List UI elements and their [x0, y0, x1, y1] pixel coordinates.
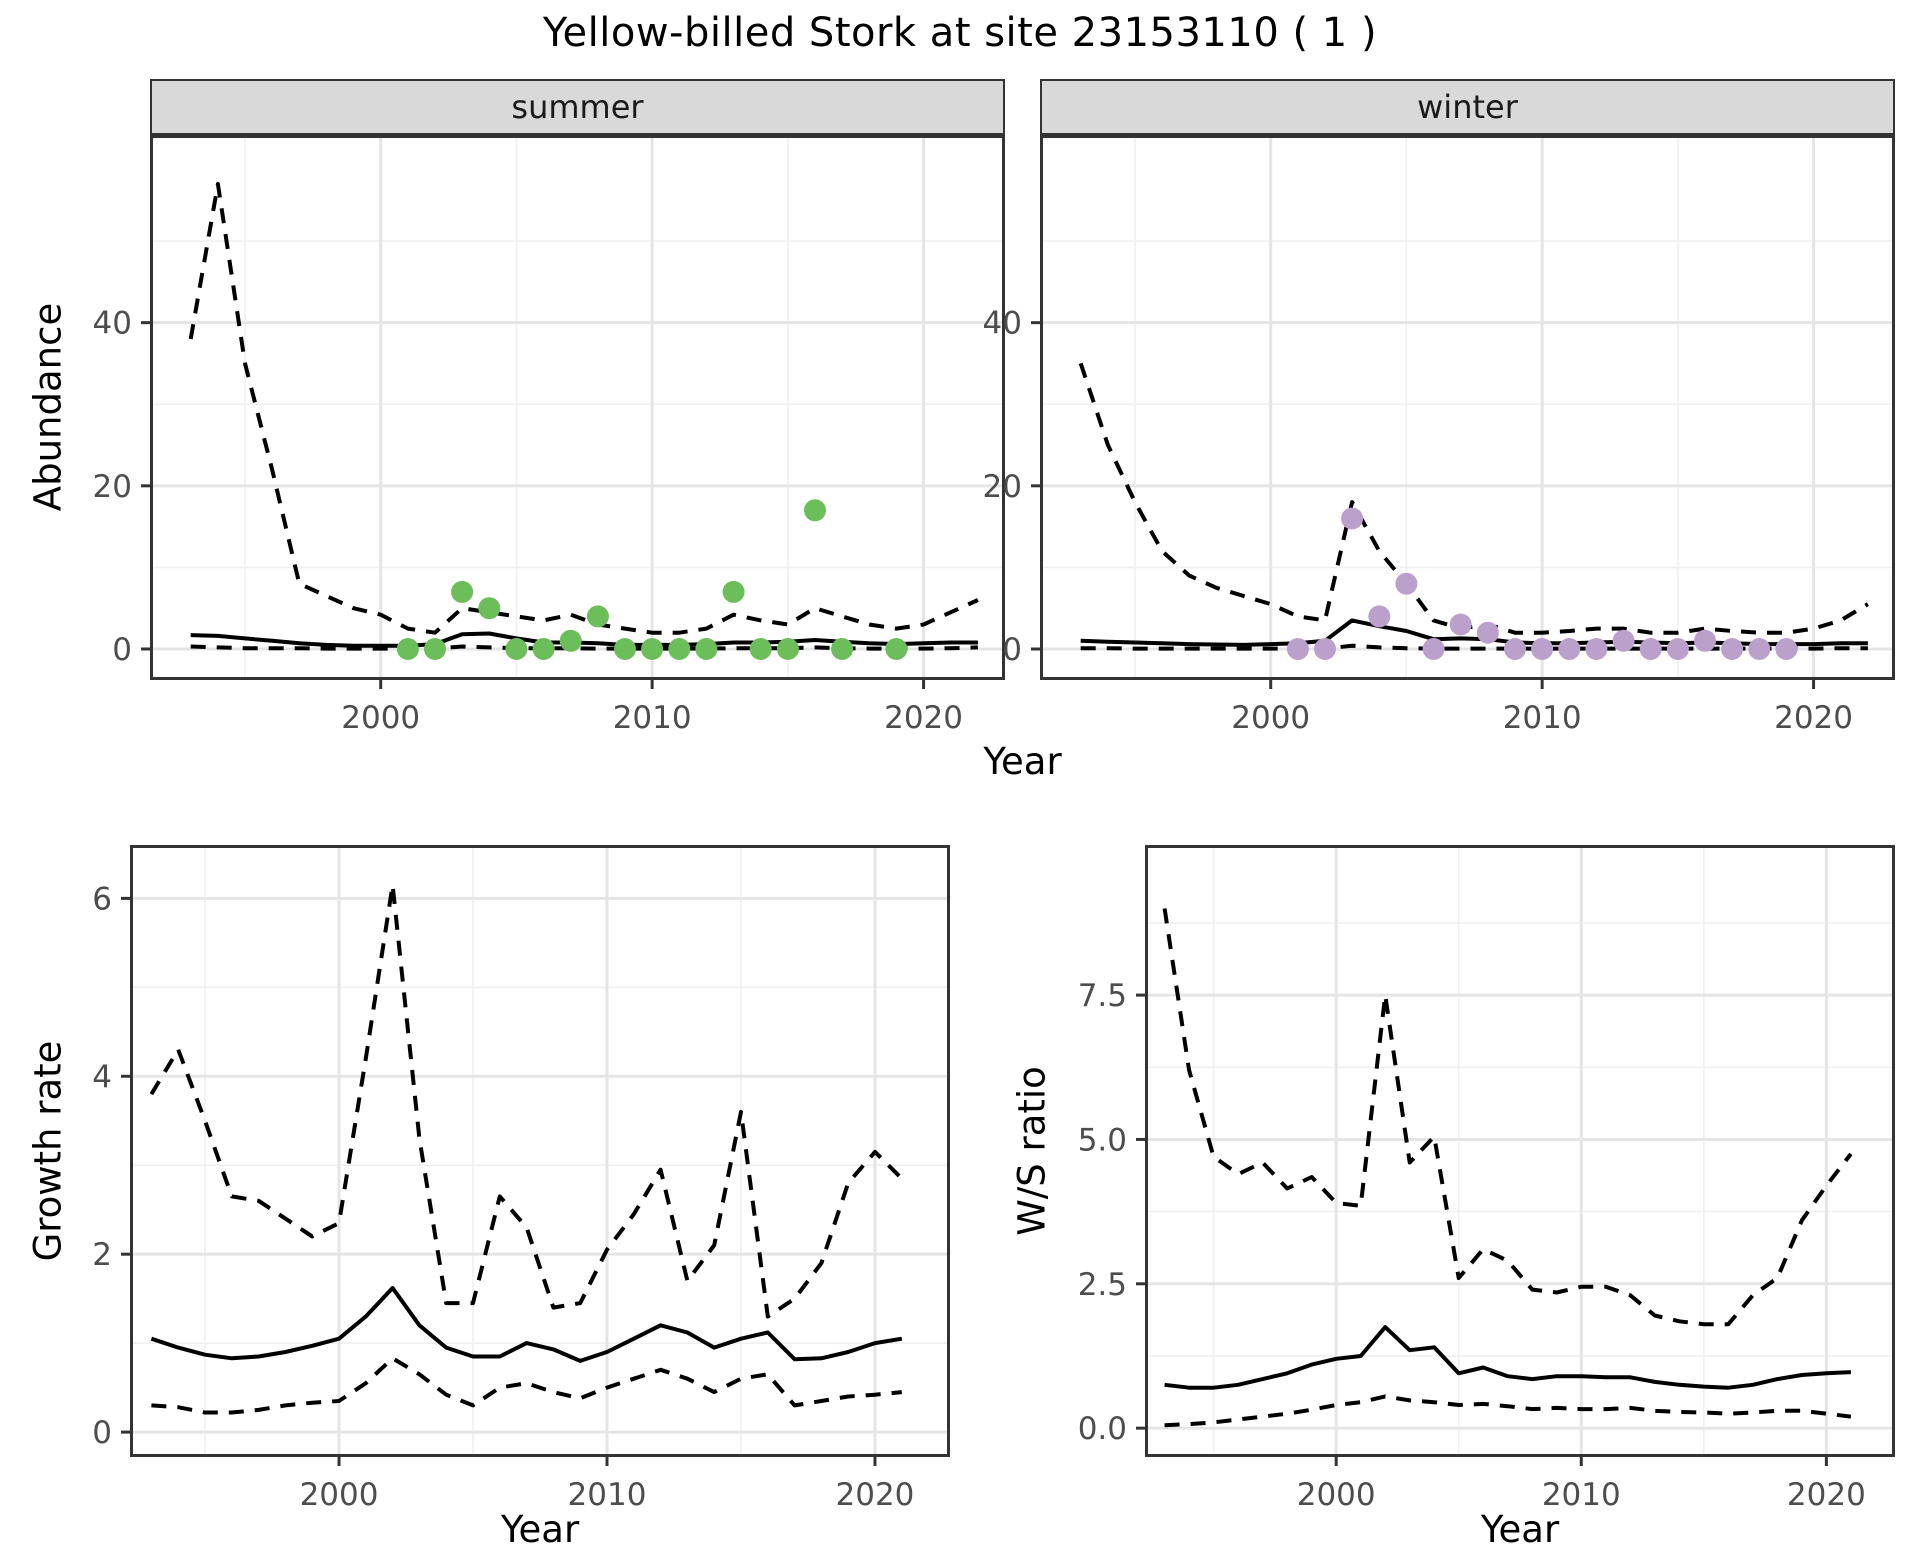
observed-counts-winter-point: [1368, 605, 1391, 628]
observed-counts-winter-point: [1585, 638, 1608, 660]
observed-counts-summer-point: [722, 580, 745, 603]
top-x-axis-title: Year: [983, 740, 1062, 783]
observed-counts-winter-point: [1531, 638, 1554, 660]
observed-counts-summer-point: [532, 638, 555, 660]
panel-background: [150, 135, 1005, 680]
panel-border: [1040, 135, 1895, 680]
series-lower_ci: [151, 1356, 902, 1415]
y-tick-label: 20: [93, 469, 132, 505]
observed-counts-winter-point: [1395, 572, 1418, 595]
series-lower_ci: [1164, 1394, 1852, 1428]
abundance-axis-title: Abundance: [26, 302, 70, 512]
observed-counts-winter-point: [1504, 638, 1526, 660]
x-tick-label: 2010: [1503, 700, 1582, 736]
observed-counts-summer-point: [586, 605, 609, 628]
observed-counts-summer-point: [559, 629, 582, 652]
observed-counts-winter-point: [1748, 638, 1771, 660]
series-upper_ci: [1078, 362, 1869, 635]
x-tick-label: 2010: [613, 700, 692, 736]
observed-counts-winter-point: [1694, 629, 1716, 652]
x-tick-label: 2010: [568, 1477, 647, 1513]
x-tick-label: 2000: [300, 1477, 379, 1513]
series-median: [150, 1286, 903, 1363]
observed-counts-winter-point: [1286, 638, 1309, 660]
observed-counts-summer-point: [749, 638, 772, 660]
x-tick-label: 2020: [836, 1477, 915, 1513]
y-tick-label: 0: [1002, 632, 1022, 668]
observed-counts-summer-point: [776, 638, 799, 660]
x-tick-label: 2000: [341, 700, 420, 736]
panel-abundance-summer: 2000 2010 2020 0 20 40: [93, 135, 1005, 736]
y-tick-label: 6: [92, 881, 112, 917]
observed-counts-winter-point: [1775, 638, 1798, 660]
observed-counts-summer-point: [831, 638, 854, 660]
panel-border: [1145, 845, 1895, 1457]
growth-rate-x-axis-title: Year: [500, 1508, 580, 1551]
y-tick-label: 2: [92, 1237, 112, 1273]
panel-abundance-winter: 2000 2010 2020 0 20 40: [983, 135, 1895, 736]
chart-title: Yellow-billed Stork at site 23153110 ( 1…: [542, 10, 1378, 56]
observed-counts-winter-point: [1314, 638, 1336, 660]
x-tick-label: 2010: [1542, 1477, 1621, 1513]
series-median: [1164, 1325, 1851, 1390]
facet-strip-winter: winter: [1040, 79, 1895, 135]
facet-strip-summer: summer: [150, 79, 1005, 135]
y-tick-label: 5.0: [1078, 1122, 1127, 1158]
x-tick-label: 2000: [1297, 1477, 1376, 1513]
panel-border: [130, 845, 950, 1457]
observed-counts-summer-point: [396, 638, 419, 660]
observed-counts-summer-point: [478, 597, 501, 620]
y-tick-label: 0: [92, 1415, 112, 1451]
observed-counts-summer-point: [424, 638, 446, 660]
observed-counts-summer-point: [804, 499, 826, 522]
panel-background: [1040, 135, 1895, 680]
observed-counts-winter-point: [1666, 638, 1689, 660]
observed-counts-summer-point: [695, 638, 718, 660]
y-tick-label: 40: [93, 306, 132, 342]
observed-counts-summer-point: [505, 638, 528, 660]
observed-counts-summer-point: [668, 638, 691, 660]
panel-ws-ratio: 2000 2010 2020 0.0 2.5 5.0 7.5: [1078, 845, 1895, 1513]
y-tick-label: 0.0: [1078, 1411, 1127, 1447]
observed-counts-winter-point: [1449, 613, 1472, 636]
facet-strip-summer-label: summer: [511, 88, 644, 126]
ws-ratio-x-axis-title: Year: [1480, 1508, 1560, 1551]
x-tick-label: 2020: [1787, 1477, 1866, 1513]
observed-counts-winter-point: [1721, 638, 1744, 660]
y-tick-label: 20: [983, 469, 1022, 505]
y-tick-label: 0: [112, 632, 132, 668]
observed-counts-winter-point: [1476, 621, 1499, 644]
panel-background: [130, 845, 950, 1457]
observed-counts-summer-point: [641, 638, 664, 660]
panel-border: [150, 135, 1005, 680]
growth-rate-axis-title: Growth rate: [26, 1040, 70, 1262]
observed-counts-summer-point: [451, 580, 474, 603]
facet-strip-winter-label: winter: [1417, 88, 1518, 126]
ws-ratio-axis-title: W/S ratio: [1010, 1066, 1054, 1236]
series-upper_ci: [188, 182, 979, 635]
panel-background: [1145, 845, 1895, 1457]
observed-counts-winter-point: [1341, 507, 1364, 530]
observed-counts-winter-point: [1558, 638, 1581, 660]
x-tick-label: 2020: [884, 700, 963, 736]
y-tick-label: 4: [92, 1059, 112, 1095]
panel-growth-rate: 2000 2010 2020 0 2 4 6: [92, 845, 950, 1513]
observed-counts-winter-point: [1612, 629, 1635, 652]
y-tick-label: 7.5: [1078, 978, 1127, 1014]
observed-counts-summer-point: [614, 638, 636, 660]
x-tick-label: 2020: [1774, 700, 1853, 736]
x-tick-label: 2000: [1231, 700, 1310, 736]
observed-counts-winter-point: [1422, 638, 1445, 660]
observed-counts-summer-point: [885, 638, 908, 660]
observed-counts-winter-point: [1639, 638, 1662, 660]
y-tick-label: 2.5: [1078, 1267, 1127, 1303]
y-tick-label: 40: [983, 306, 1022, 342]
